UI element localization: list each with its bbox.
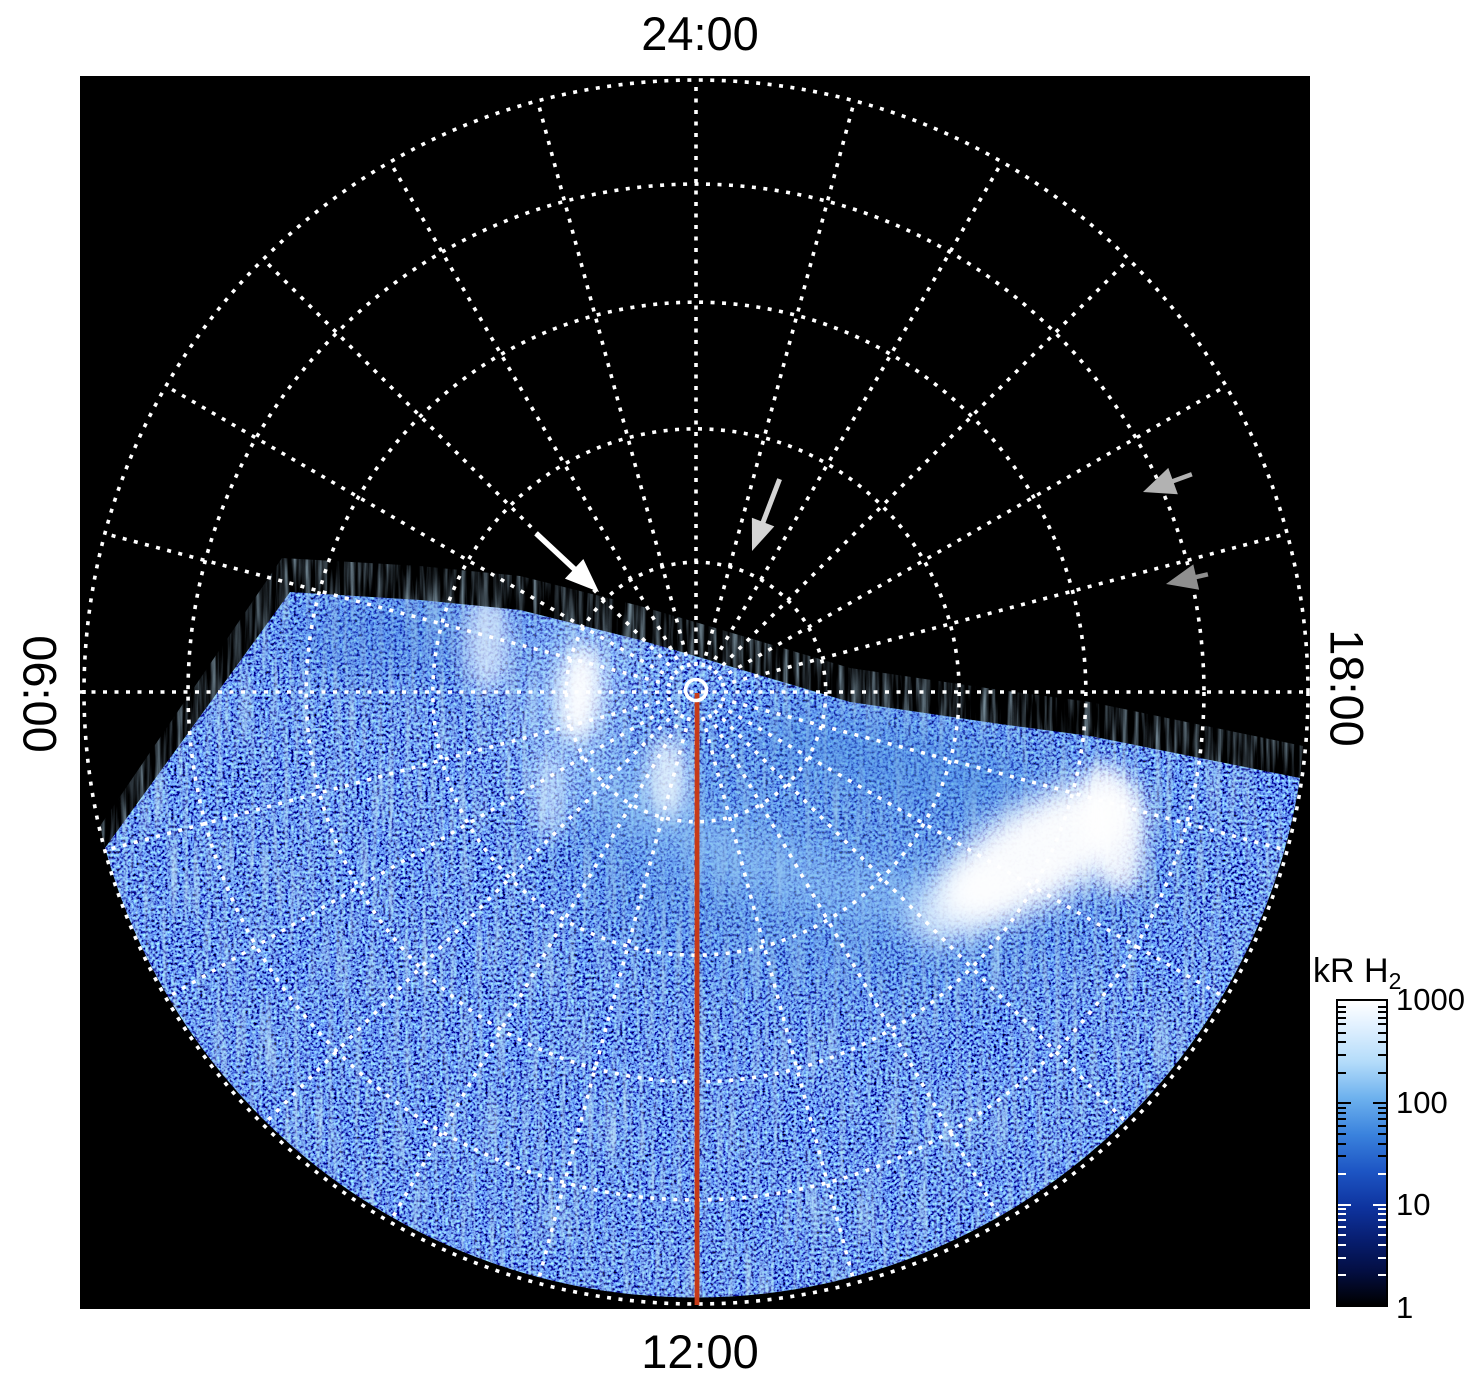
colorbar-tick: [1338, 1005, 1346, 1008]
colorbar-tick: [1378, 1234, 1386, 1237]
colorbar-tick: [1378, 1118, 1386, 1121]
colorbar-tick: [1338, 1112, 1346, 1115]
annotation-arrows: [534, 467, 1209, 592]
grid-ring: [431, 427, 961, 957]
colorbar-tick: [1338, 1155, 1346, 1158]
gray-arrow-upper-shaft: [1169, 472, 1193, 485]
colorbar-gradient: [1336, 999, 1388, 1307]
colorbar-tick: [1378, 1213, 1386, 1216]
colorbar-tick: [1338, 1118, 1346, 1121]
white-arrow-large-shaft: [534, 531, 579, 573]
gray-arrow-lower-head: [1166, 564, 1200, 590]
colorbar-tick: [1378, 1023, 1386, 1026]
colorbar-tick: [1378, 1041, 1386, 1044]
colorbar-tick: [1378, 1243, 1386, 1246]
colorbar-tick: [1338, 1234, 1346, 1237]
colorbar-tick: [1338, 1219, 1346, 1222]
colorbar-tick: [1338, 1016, 1346, 1019]
colorbar-title-text: kR H: [1313, 952, 1389, 990]
colorbar-tick: [1378, 1053, 1386, 1056]
colorbar-tick: [1338, 1124, 1346, 1127]
colorbar-tick: [1378, 1031, 1386, 1034]
colorbar-tick: [1338, 1102, 1351, 1105]
white-arrow-small-shaft: [759, 478, 782, 526]
colorbar-tick: [1378, 1106, 1386, 1109]
colorbar-tick: [1338, 1274, 1346, 1277]
colorbar-tick: [1338, 1173, 1346, 1176]
colorbar-tick: [1378, 1226, 1386, 1229]
colorbar-title: kR H2: [1313, 952, 1401, 995]
colorbar-title-subscript: 2: [1388, 968, 1402, 994]
grid-ring: [186, 182, 1206, 1202]
colorbar-tick: [1338, 1053, 1346, 1056]
local-time-label-dawn: 06:00: [13, 635, 67, 753]
colorbar-tick: [1378, 1155, 1386, 1158]
colorbar-tick: [1338, 1132, 1346, 1135]
colorbar-tick: [1338, 1041, 1346, 1044]
colorbar-tick: [1378, 1219, 1386, 1222]
gray-arrow-upper-head: [1143, 467, 1178, 495]
white-arrow-large-head: [564, 558, 599, 592]
colorbar-tick: [1378, 1010, 1386, 1013]
colorbar-tick-label: 1: [1396, 1290, 1414, 1325]
colorbar-tick: [1373, 1203, 1386, 1206]
colorbar-tick: [1378, 1016, 1386, 1019]
colorbar-tick: [1338, 1142, 1346, 1145]
colorbar-tick-label: 10: [1396, 1187, 1431, 1223]
colorbar-tick: [1378, 1256, 1386, 1259]
colorbar-tick: [1373, 1102, 1386, 1105]
colorbar-tick: [1338, 1031, 1346, 1034]
colorbar-tick-label: 1000: [1396, 982, 1465, 1017]
colorbar-tick: [1378, 1124, 1386, 1127]
colorbar-tick: [1338, 1213, 1346, 1216]
colorbar-tick: [1378, 1274, 1386, 1277]
colorbar-tick: [1378, 1208, 1386, 1211]
colorbar-tick: [1338, 1071, 1346, 1074]
colorbar-tick: [1378, 1005, 1386, 1008]
center-ring-marker: [683, 677, 709, 703]
colorbar-tick: [1338, 1010, 1346, 1013]
colorbar-tick-label: 100: [1396, 1084, 1448, 1120]
colorbar-tick: [1338, 1256, 1346, 1259]
colorbar-tick: [1378, 1071, 1386, 1074]
colorbar-tick: [1338, 1226, 1346, 1229]
colorbar-tick: [1378, 1142, 1386, 1145]
colorbar-tick: [1378, 1132, 1386, 1135]
colorbar-tick: [1338, 1208, 1346, 1211]
colorbar-tick: [1378, 1112, 1386, 1115]
meridian-and-marker: [683, 677, 709, 1305]
colorbar-tick: [1338, 1203, 1351, 1206]
colorbar-tick: [1338, 1023, 1346, 1026]
white-arrow-small-head: [751, 517, 775, 551]
colorbar-tick: [1338, 1243, 1346, 1246]
colorbar-tick: [1338, 1106, 1346, 1109]
local-time-label-noon: 12:00: [641, 1325, 759, 1378]
local-time-label-dusk: 18:00: [1320, 629, 1374, 747]
colorbar-tick: [1378, 1173, 1386, 1176]
local-time-label-midnight: 24:00: [641, 7, 759, 60]
